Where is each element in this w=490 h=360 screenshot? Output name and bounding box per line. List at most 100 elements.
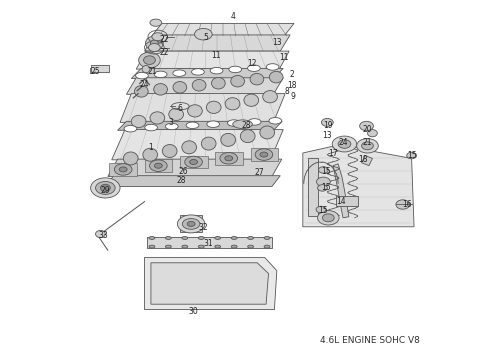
Text: 2: 2 (289, 70, 294, 79)
Text: 18: 18 (287, 81, 296, 90)
Ellipse shape (96, 181, 115, 194)
Ellipse shape (162, 144, 177, 157)
Ellipse shape (260, 152, 268, 157)
Ellipse shape (362, 142, 373, 150)
Text: 15: 15 (321, 184, 331, 192)
Ellipse shape (195, 28, 212, 40)
Ellipse shape (266, 64, 279, 70)
Polygon shape (91, 65, 109, 72)
Ellipse shape (368, 130, 377, 137)
Ellipse shape (396, 200, 410, 209)
Ellipse shape (198, 237, 204, 239)
Ellipse shape (131, 115, 146, 127)
Ellipse shape (255, 149, 273, 160)
Polygon shape (109, 163, 137, 176)
Ellipse shape (231, 245, 237, 248)
Text: 26: 26 (179, 166, 189, 175)
Ellipse shape (119, 167, 127, 172)
Polygon shape (147, 237, 272, 248)
Text: 33: 33 (98, 231, 108, 240)
Polygon shape (131, 68, 283, 78)
Polygon shape (145, 159, 172, 172)
Polygon shape (152, 23, 294, 36)
Text: 25: 25 (91, 67, 100, 76)
Ellipse shape (225, 98, 240, 110)
Text: 9: 9 (290, 92, 295, 101)
Ellipse shape (247, 245, 253, 248)
Ellipse shape (148, 44, 160, 51)
Ellipse shape (215, 237, 220, 239)
Ellipse shape (149, 160, 167, 171)
Text: 15: 15 (407, 151, 416, 160)
Text: 13: 13 (272, 38, 282, 47)
Polygon shape (145, 35, 290, 51)
Ellipse shape (233, 120, 252, 129)
Ellipse shape (100, 184, 110, 192)
Ellipse shape (185, 156, 202, 168)
Polygon shape (180, 156, 208, 168)
Ellipse shape (357, 139, 378, 153)
Ellipse shape (220, 153, 238, 164)
Text: 8: 8 (284, 87, 289, 96)
Ellipse shape (225, 156, 233, 161)
Ellipse shape (221, 134, 236, 147)
Ellipse shape (316, 206, 326, 213)
Ellipse shape (177, 215, 205, 233)
Polygon shape (145, 257, 277, 310)
Ellipse shape (145, 124, 157, 131)
Polygon shape (112, 130, 283, 160)
Ellipse shape (136, 72, 148, 79)
Polygon shape (126, 78, 283, 94)
Text: 14: 14 (336, 197, 345, 206)
Text: 27: 27 (255, 168, 265, 177)
Text: 5: 5 (203, 33, 208, 42)
Text: 4: 4 (230, 12, 235, 21)
Ellipse shape (186, 122, 199, 129)
Ellipse shape (201, 137, 216, 150)
Text: 32: 32 (198, 223, 208, 232)
Text: 3: 3 (168, 118, 173, 127)
Ellipse shape (152, 33, 164, 41)
Text: 28: 28 (176, 176, 186, 185)
Polygon shape (303, 144, 414, 227)
Ellipse shape (407, 152, 416, 159)
Ellipse shape (338, 140, 351, 148)
Ellipse shape (231, 76, 245, 87)
Ellipse shape (182, 141, 196, 154)
Text: 18: 18 (358, 155, 368, 164)
Ellipse shape (318, 185, 327, 191)
Text: 17: 17 (328, 149, 338, 158)
Ellipse shape (244, 94, 259, 106)
Ellipse shape (169, 108, 184, 121)
Ellipse shape (231, 237, 237, 239)
Text: 30: 30 (189, 307, 198, 316)
Ellipse shape (154, 84, 168, 95)
Ellipse shape (114, 164, 132, 175)
Ellipse shape (332, 136, 357, 152)
Ellipse shape (360, 121, 373, 131)
Ellipse shape (215, 245, 220, 248)
Text: 24: 24 (140, 80, 149, 89)
Ellipse shape (247, 237, 253, 239)
Ellipse shape (264, 237, 270, 239)
Polygon shape (120, 94, 285, 122)
Ellipse shape (143, 148, 157, 161)
Polygon shape (308, 158, 318, 216)
Text: 21: 21 (363, 138, 372, 147)
Polygon shape (136, 51, 289, 69)
Text: 22: 22 (159, 48, 169, 57)
Ellipse shape (227, 120, 240, 126)
Ellipse shape (198, 245, 204, 248)
Ellipse shape (166, 123, 178, 130)
Ellipse shape (241, 130, 255, 143)
Text: 4.6L ENGINE SOHC V8: 4.6L ENGINE SOHC V8 (320, 336, 420, 345)
Polygon shape (362, 156, 372, 166)
Ellipse shape (123, 152, 138, 165)
Polygon shape (216, 152, 243, 165)
Text: 19: 19 (323, 122, 333, 130)
Ellipse shape (247, 65, 260, 71)
Ellipse shape (124, 126, 137, 132)
Ellipse shape (229, 66, 242, 73)
Text: 21: 21 (147, 68, 157, 77)
Polygon shape (333, 164, 349, 218)
